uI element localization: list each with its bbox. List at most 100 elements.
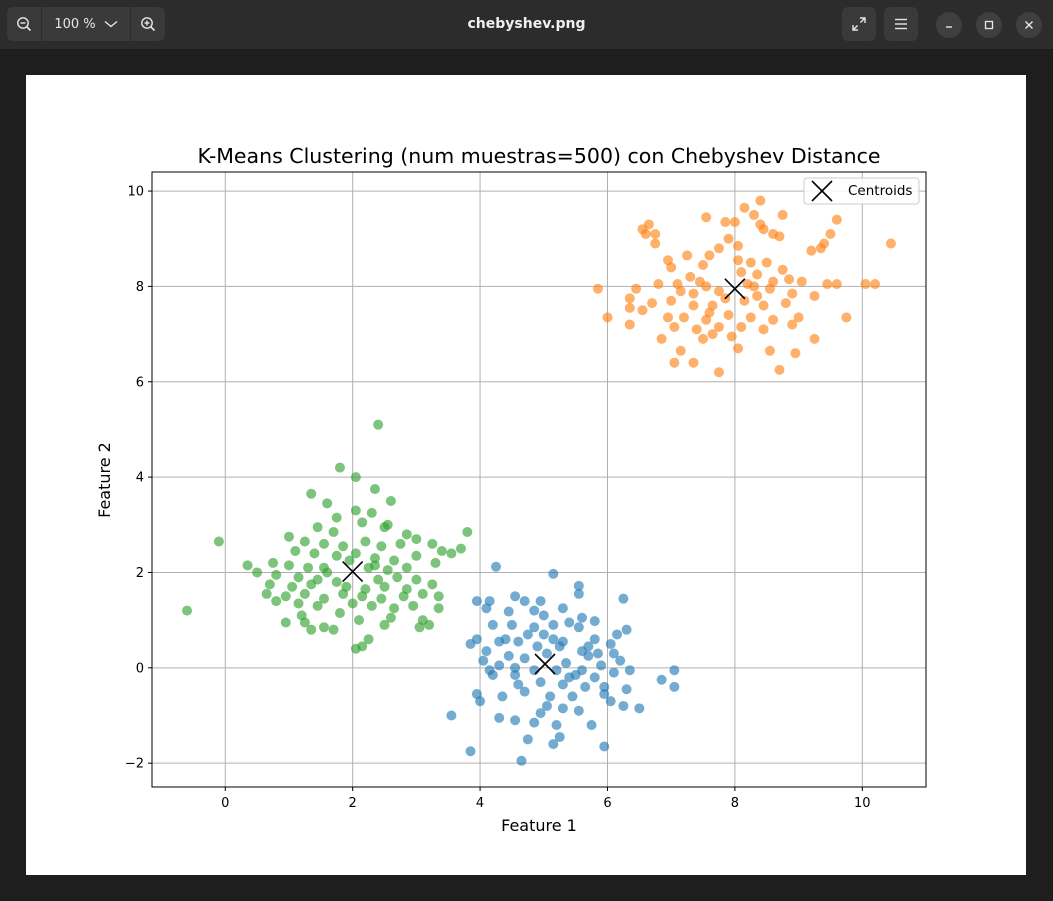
centroid-stroke	[724, 278, 746, 300]
centroid-marker	[342, 560, 364, 583]
data-point-cluster-1	[764, 283, 775, 294]
data-point-cluster-2	[290, 546, 301, 557]
data-point-cluster-1	[704, 250, 715, 261]
data-point-cluster-1	[691, 324, 702, 335]
data-point-cluster-1	[707, 329, 718, 340]
data-point-cluster-2	[312, 600, 323, 611]
data-point-cluster-2	[331, 512, 342, 523]
zoom-level-dropdown[interactable]: 100 %	[42, 7, 130, 41]
data-point-cluster-2	[338, 588, 349, 599]
data-point-cluster-2	[338, 541, 349, 552]
data-point-cluster-0	[529, 622, 540, 633]
data-point-cluster-0	[535, 708, 546, 719]
zoom-level-label: 100 %	[54, 16, 96, 32]
data-point-cluster-1	[809, 333, 820, 344]
data-point-cluster-2	[427, 538, 438, 549]
data-point-cluster-0	[554, 731, 565, 742]
data-point-cluster-0	[573, 705, 584, 716]
data-point-cluster-1	[860, 279, 871, 290]
data-point-cluster-1	[694, 276, 705, 287]
data-point-cluster-1	[761, 257, 772, 268]
data-point-cluster-1	[592, 283, 603, 294]
data-point-cluster-1	[822, 279, 833, 290]
data-point-cluster-0	[573, 588, 584, 599]
fullscreen-button[interactable]	[842, 7, 876, 41]
data-point-cluster-0	[548, 619, 559, 630]
maximize-icon	[984, 20, 994, 30]
data-point-cluster-2	[271, 596, 282, 607]
data-point-cluster-2	[360, 536, 371, 547]
data-point-cluster-0	[535, 596, 546, 607]
data-point-cluster-1	[675, 345, 686, 356]
data-point-cluster-0	[519, 686, 530, 697]
zoom-out-icon	[17, 17, 32, 32]
data-point-cluster-1	[870, 279, 881, 290]
data-point-cluster-0	[519, 653, 530, 664]
data-point-cluster-0	[596, 660, 607, 671]
x-tick-label: 10	[854, 796, 871, 811]
data-point-cluster-1	[650, 238, 661, 249]
data-point-cluster-2	[350, 643, 361, 654]
data-point-cluster-0	[484, 665, 495, 676]
data-point-cluster-0	[513, 679, 524, 690]
chevron-down-icon	[104, 20, 118, 28]
data-point-cluster-2	[363, 634, 374, 645]
data-point-cluster-1	[698, 259, 709, 270]
main-menu-button[interactable]	[884, 7, 918, 41]
data-point-cluster-2	[379, 581, 390, 592]
data-point-cluster-0	[491, 561, 501, 572]
data-point-cluster-0	[519, 596, 530, 607]
data-point-cluster-2	[287, 581, 298, 592]
data-point-cluster-1	[774, 231, 785, 242]
data-point-cluster-1	[736, 267, 747, 278]
y-tick-label: 0	[136, 661, 144, 676]
image-viewport[interactable]: K-Means Clustering (num muestras=500) co…	[0, 50, 1053, 901]
data-point-cluster-2	[319, 562, 329, 573]
close-button[interactable]	[1016, 12, 1042, 38]
data-point-cluster-2	[369, 560, 380, 571]
data-point-cluster-2	[392, 572, 403, 583]
data-point-cluster-2	[366, 507, 377, 518]
data-point-cluster-0	[621, 684, 632, 695]
data-point-cluster-2	[293, 598, 304, 609]
data-point-cluster-1	[678, 312, 689, 323]
data-point-cluster-1	[713, 286, 724, 297]
data-point-cluster-1	[631, 283, 642, 294]
separator	[41, 7, 42, 41]
data-point-cluster-2	[331, 550, 342, 561]
data-point-cluster-2	[328, 624, 339, 635]
data-point-cluster-2	[382, 565, 393, 576]
data-point-cluster-0	[541, 648, 552, 659]
data-point-cluster-0	[529, 605, 540, 616]
data-point-cluster-0	[529, 717, 540, 728]
data-point-cluster-0	[615, 655, 626, 666]
data-point-cluster-0	[500, 634, 511, 645]
x-tick-label: 0	[221, 796, 229, 811]
data-point-cluster-0	[465, 746, 476, 757]
minimize-button[interactable]	[936, 12, 962, 38]
y-axis-label: Feature 2	[95, 442, 114, 518]
data-point-cluster-0	[494, 712, 505, 723]
data-point-cluster-2	[280, 591, 291, 602]
data-point-cluster-1	[831, 279, 842, 290]
data-point-cluster-0	[538, 629, 549, 640]
data-point-cluster-2	[303, 562, 314, 573]
y-tick-label: 4	[136, 471, 144, 486]
data-point-cluster-0	[624, 665, 635, 676]
data-point-cluster-0	[446, 710, 457, 721]
data-point-cluster-0	[580, 681, 591, 692]
maximize-button[interactable]	[976, 12, 1002, 38]
data-point-cluster-1	[653, 279, 664, 290]
centroid-stroke	[534, 653, 556, 675]
data-point-cluster-2	[328, 526, 339, 537]
data-point-cluster-2	[319, 593, 329, 604]
data-point-cluster-0	[506, 619, 517, 630]
data-point-cluster-2	[379, 522, 390, 533]
zoom-out-button[interactable]	[7, 7, 41, 41]
zoom-in-button[interactable]	[131, 7, 165, 41]
grid-lines	[152, 172, 926, 787]
data-point-cluster-0	[548, 634, 559, 645]
data-point-cluster-2	[430, 557, 441, 568]
data-point-cluster-2	[436, 546, 447, 557]
data-point-cluster-0	[618, 700, 629, 711]
